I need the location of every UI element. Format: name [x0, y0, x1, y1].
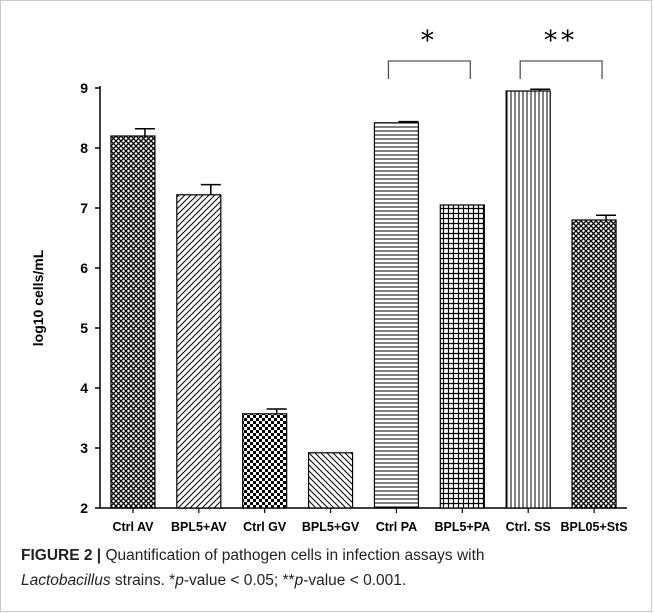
figure-caption: FIGURE 2 | Quantification of pathogen ce…: [21, 543, 631, 593]
bar-6: [505, 90, 551, 509]
y-tick-label-1: 3: [80, 440, 88, 456]
bar-4: [373, 122, 420, 509]
caption-p-1: p: [175, 572, 184, 589]
y-tick-label-7: 9: [80, 80, 88, 96]
caption-text-3: -value < 0.05; **: [183, 572, 295, 589]
bar-0: [110, 135, 156, 509]
x-tick-label-0: Ctrl AV: [112, 520, 154, 534]
y-tick-label-5: 7: [80, 200, 88, 216]
y-tick-label-6: 8: [80, 140, 88, 156]
caption-text-1: Quantification of pathogen cells in infe…: [101, 547, 485, 564]
x-tick-label-2: Ctrl GV: [243, 520, 287, 534]
bar-1: [176, 194, 222, 509]
bar-5: [439, 204, 485, 509]
y-tick-label-0: 2: [80, 500, 88, 516]
x-tick-label-1: BPL5+AV: [171, 520, 227, 534]
bar-2: [242, 413, 288, 509]
bar-chart: 2 3 4 5 6 7 8 9 log10 cells/mL Ctrl AV BPL5+AV Ctrl…: [30, 26, 628, 534]
x-tick-label-6: Ctrl. SS: [506, 520, 551, 534]
y-tick-label-4: 6: [80, 260, 88, 276]
caption-genus: Lactobacillus: [21, 572, 111, 589]
bar-7: [571, 219, 617, 509]
x-tick-label-5: BPL5+PA: [434, 520, 490, 534]
bar-3: [307, 452, 354, 509]
significance-bracket-0: [387, 60, 471, 79]
y-tick-label-3: 5: [80, 320, 88, 336]
significance-label-1: **: [544, 26, 578, 56]
y-tick-label-2: 4: [80, 380, 88, 396]
x-tick-label-7: BPL05+StS: [561, 520, 628, 534]
caption-p-2: p: [294, 572, 304, 589]
caption-text-4: -value < 0.001.: [303, 572, 407, 589]
significance-label-0: *: [421, 26, 438, 56]
y-axis-label: log10 cells/mL: [30, 249, 46, 346]
caption-text-2: strains. *: [110, 572, 176, 589]
x-tick-label-3: BPL5+GV: [302, 520, 360, 534]
x-tick-label-4: Ctrl PA: [376, 520, 417, 534]
significance-bracket-1: [519, 60, 603, 79]
caption-figure-label: FIGURE 2 |: [21, 547, 102, 564]
